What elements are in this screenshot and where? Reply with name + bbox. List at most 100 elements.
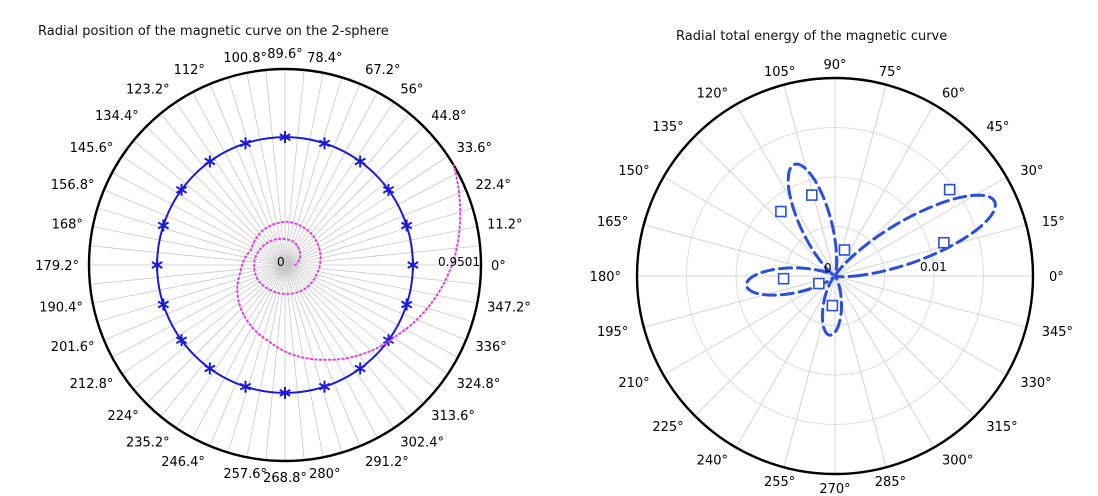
spoke-line	[209, 264, 286, 447]
spoke-line	[783, 275, 836, 468]
spoke-line	[284, 264, 305, 461]
star-marker	[157, 298, 170, 311]
spiral-series	[236, 164, 462, 361]
angle-tick-label: 33.6°	[457, 141, 492, 156]
angle-tick-label: 11.2°	[487, 218, 522, 233]
spoke-line	[192, 264, 286, 439]
spoke-line	[284, 126, 424, 266]
series-group	[151, 131, 462, 399]
angle-tick-label: 112°	[174, 63, 205, 78]
spoke-line	[246, 72, 286, 266]
series-group	[744, 162, 997, 337]
spoke-line	[284, 155, 449, 266]
spoke-line	[284, 140, 437, 266]
spoke-line	[227, 77, 286, 266]
spoke-line	[834, 275, 1027, 328]
angle-tick-label: 195°	[597, 325, 628, 340]
star-marker	[151, 259, 163, 271]
spoke-line	[103, 189, 286, 266]
spoke-line	[284, 83, 361, 266]
angle-tick-label: 300°	[942, 454, 973, 469]
spoke-line	[121, 155, 286, 266]
angle-tick-label: 270°	[819, 482, 850, 496]
radial-label-origin: 0	[824, 261, 832, 275]
radial-label-origin: 0	[277, 255, 285, 269]
angle-tick-label: 345°	[1042, 325, 1073, 340]
spoke-line	[284, 264, 481, 285]
spoke-line	[284, 264, 395, 429]
spoke-line	[265, 69, 286, 266]
spoke-line	[284, 264, 437, 390]
angle-tick-label: 224°	[107, 409, 138, 424]
spoke-line	[175, 264, 286, 429]
star-marker	[279, 386, 291, 399]
star-marker	[354, 362, 366, 375]
star-marker	[400, 298, 413, 311]
spoke-line	[284, 101, 395, 266]
spoke-line	[284, 264, 459, 358]
spoke-line	[146, 126, 286, 266]
spoke-line	[97, 207, 286, 266]
spoke-line	[284, 207, 473, 266]
spoke-line	[284, 264, 324, 458]
angle-tick-label: 120°	[697, 86, 728, 101]
spoke-line	[209, 83, 286, 266]
angle-tick-labels: 0° 11.2° 22.4° 33.6° 44.8° 56°67.2° 78.4° 89.6°…	[35, 47, 531, 486]
angle-tick-label: 285°	[875, 475, 906, 490]
spoke-line	[284, 264, 361, 447]
spoke-line	[284, 91, 378, 266]
spoke-line	[735, 104, 836, 277]
spoke-line	[643, 275, 836, 328]
angle-tick-label: 235.2°	[126, 435, 170, 450]
star-marker	[204, 362, 216, 375]
square-marker	[813, 277, 825, 290]
spoke-line	[284, 245, 481, 266]
angle-tick-label: 268.8°	[263, 471, 307, 486]
spoke-line	[89, 264, 286, 285]
star-marker	[175, 334, 188, 347]
angle-tick-label: 90°	[823, 58, 846, 73]
spoke-line	[284, 264, 424, 404]
spoke-line	[284, 264, 467, 341]
spoke-line	[284, 264, 410, 417]
spoke-line	[834, 275, 1007, 376]
angle-tick-label: 255°	[764, 475, 795, 490]
square-marker	[806, 189, 818, 201]
chart-title: Radial position of the magnetic curve on…	[38, 24, 389, 39]
spoke-line	[89, 245, 286, 266]
spoke-line	[175, 101, 286, 266]
spoke-line	[834, 275, 935, 448]
spoke-line	[111, 264, 286, 358]
angle-tick-label: 75°	[879, 65, 902, 80]
star-marker	[318, 137, 331, 150]
spoke-line	[146, 264, 286, 404]
angle-tick-label: 190.4°	[39, 300, 83, 315]
spoke-line	[834, 84, 887, 277]
spoke-line	[160, 264, 286, 417]
angle-tick-label: 168°	[52, 218, 83, 233]
square-marker	[938, 236, 950, 249]
star-marker	[407, 259, 419, 271]
angle-tick-label: 165°	[597, 215, 628, 230]
angle-tick-label: 100.8°	[223, 51, 267, 66]
spoke-line	[111, 172, 286, 266]
spoke-line	[265, 264, 286, 461]
angular-gridlines	[87, 67, 483, 463]
square-marker	[838, 244, 851, 256]
star-marker	[157, 219, 170, 232]
angle-tick-label: 336°	[475, 340, 506, 355]
angle-tick-label: 313.6°	[431, 409, 475, 424]
star-marker	[318, 380, 331, 393]
angle-tick-label: 225°	[652, 420, 683, 435]
spoke-line	[834, 104, 935, 277]
spoke-line	[284, 226, 478, 266]
spoke-line	[284, 264, 378, 439]
angle-tick-label: 302.4°	[400, 435, 444, 450]
radial-label-max: 0.9501	[438, 255, 480, 269]
angle-tick-label: 134.4°	[95, 109, 139, 124]
angle-tick-label: 280°	[309, 467, 340, 482]
angle-tick-label: 67.2°	[365, 63, 400, 78]
polar-grid	[635, 76, 1035, 476]
angle-tick-label: 246.4°	[161, 455, 205, 470]
